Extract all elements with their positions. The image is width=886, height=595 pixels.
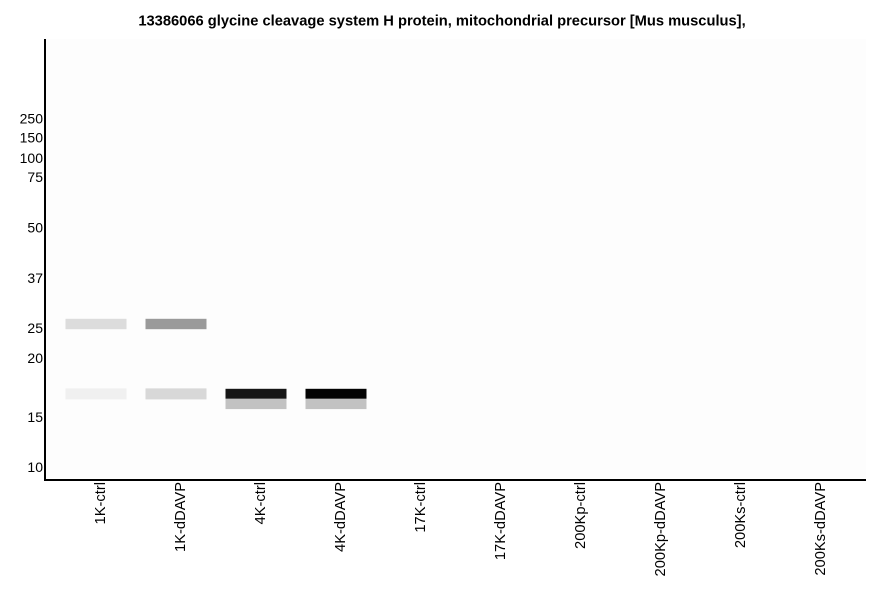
svg-text:17K-dDAVP: 17K-dDAVP [493, 482, 509, 560]
svg-text:20: 20 [27, 350, 43, 366]
svg-text:37: 37 [27, 270, 43, 286]
svg-text:200Ks-ctrl: 200Ks-ctrl [733, 482, 749, 548]
svg-text:250: 250 [20, 110, 44, 126]
svg-text:100: 100 [20, 150, 44, 166]
svg-text:200Ks-dDAVP: 200Ks-dDAVP [813, 482, 829, 576]
svg-text:75: 75 [27, 169, 43, 185]
svg-text:4K-dDAVP: 4K-dDAVP [333, 482, 349, 552]
svg-text:1K-dDAVP: 1K-dDAVP [173, 482, 189, 552]
svg-text:200Kp-dDAVP: 200Kp-dDAVP [653, 482, 669, 577]
svg-text:200Kp-ctrl: 200Kp-ctrl [573, 482, 589, 549]
svg-text:1K-ctrl: 1K-ctrl [93, 482, 109, 524]
svg-text:150: 150 [20, 130, 44, 146]
svg-text:15: 15 [27, 409, 43, 425]
svg-text:17K-ctrl: 17K-ctrl [413, 482, 429, 533]
svg-text:4K-ctrl: 4K-ctrl [253, 482, 269, 524]
svg-text:13386066 glycine cleavage syst: 13386066 glycine cleavage system H prote… [138, 14, 745, 30]
svg-text:10: 10 [27, 459, 43, 475]
svg-text:50: 50 [27, 220, 43, 236]
svg-text:25: 25 [27, 320, 43, 336]
